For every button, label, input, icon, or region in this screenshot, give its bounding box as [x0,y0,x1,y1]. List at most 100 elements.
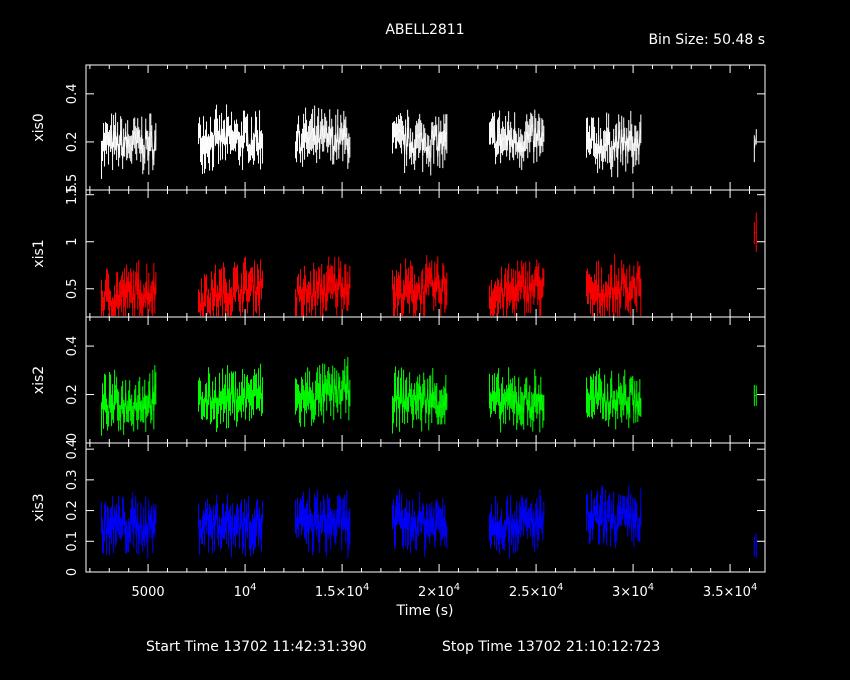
data-step [152,518,155,538]
data-step [605,289,608,296]
x-tick-label: 2×104 [418,582,460,600]
data-step [245,392,248,410]
data-step [232,282,235,304]
start-time-label: Start Time 13702 11:42:31:390 [146,639,367,655]
data-step [212,394,215,409]
data-step [497,520,500,534]
data-step [540,512,543,526]
data-step [527,517,530,526]
data-step [206,137,209,147]
data-step [201,529,204,536]
data-step [754,231,757,234]
data-step [210,133,213,140]
data-step [539,393,542,414]
data-step [326,513,329,538]
data-step [604,388,607,412]
data-step [533,128,536,152]
data-step [424,140,427,143]
data-step [412,404,415,412]
panel-xis0: 0.2 0.4 1.5 xis0 [31,64,766,194]
data-step [423,514,426,538]
data-step [309,509,312,519]
data-step [395,510,398,526]
data-step [434,395,437,400]
data-step [319,384,322,393]
data-step [346,136,349,154]
data-step [501,279,504,299]
data-step [636,270,639,293]
y-tick-label: 1 [65,238,80,246]
data-step [198,300,200,303]
data-step [320,514,323,525]
data-step [539,508,542,513]
data-step [586,283,588,287]
data-step [115,289,118,305]
data-step [538,129,541,138]
data-step [108,138,111,149]
data-step [630,384,633,387]
data-step [421,513,424,523]
panel-frame [85,442,766,573]
data-step [436,400,439,415]
data-step [307,139,310,145]
panel-xis3: 0 0.1 0.2 0.3 0.4 xis3 [31,439,766,576]
data-step [247,386,250,393]
data-step [626,287,629,300]
y-tick-label: 0.1 [65,531,80,552]
data-step [105,393,108,412]
data-step [500,140,503,149]
data-step [141,135,144,157]
data-step [518,396,521,413]
data-step [541,402,544,412]
data-step [334,378,337,395]
data-step [115,523,118,529]
panels-group: 0.20.41.5xis00.511.5xis10.20.40xis200.10… [31,64,766,600]
data-step [413,154,416,157]
data-step [591,288,594,300]
data-step [109,522,112,537]
data-step [242,282,245,305]
data-step [416,291,419,297]
data-step [226,296,229,308]
data-step [131,410,134,416]
data-step [412,142,415,156]
data-step [491,296,494,310]
data-step [534,513,537,538]
data-step [348,277,351,295]
data-step [301,512,304,518]
data-step [609,395,612,411]
data-step [410,277,413,284]
data-step [104,391,106,394]
data-step [492,128,494,131]
data-step [527,401,530,413]
data-step [634,138,637,146]
data-step [338,273,341,278]
panel-frame [85,316,766,444]
data-step [494,130,497,154]
data-step [414,142,417,155]
data-step [219,389,222,408]
data-step [592,293,595,300]
data-step [598,279,601,304]
data-step [229,520,231,523]
y-tick-label: 0 [65,568,80,576]
data-step [118,411,121,414]
data-step [108,390,111,419]
data-step [337,380,340,405]
data-step [424,534,427,538]
y-tick-label: 1.5 [65,184,80,205]
data-step [133,518,136,528]
data-step [614,274,617,300]
data-step [489,391,492,405]
data-step [128,143,131,148]
data-step [528,400,531,403]
data-step [347,530,350,539]
data-step [122,397,125,418]
data-step [261,139,264,149]
data-step [306,134,309,145]
data-step [420,287,423,305]
data-step [119,521,122,529]
data-step [534,276,537,285]
data-step [513,394,516,409]
data-step [431,130,434,134]
